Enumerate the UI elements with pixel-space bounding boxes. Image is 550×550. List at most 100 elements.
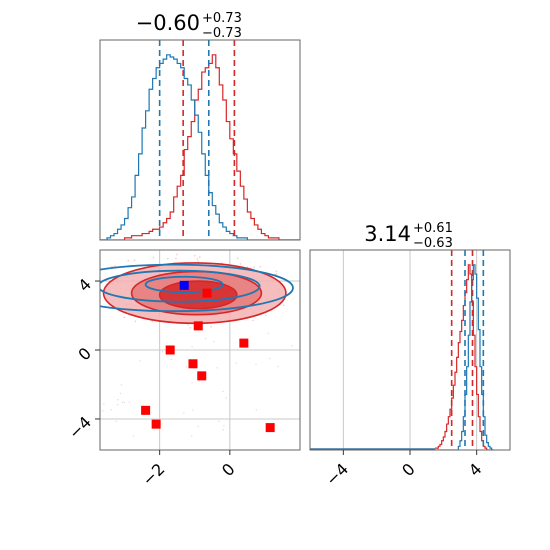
scatter-sample-point-faint: [183, 412, 185, 414]
scatter-sample-point: [166, 257, 169, 260]
hist-2-xtick-label-1: 0: [398, 459, 419, 480]
scatter-sample-point-faint: [116, 403, 119, 406]
hist-2-series-red: [435, 264, 494, 450]
scatter-sample-point-faint: [198, 380, 201, 382]
scatter-ytick-label-1: 0: [74, 344, 95, 365]
blue-contour-0: [100, 263, 294, 313]
hist-2-title-sub: −0.63: [413, 236, 453, 251]
scatter-sample-point: [90, 300, 92, 302]
red-contour-2: [158, 280, 238, 310]
hist-1-title-sub: −0.73: [202, 26, 242, 41]
scatter-sample-point: [264, 314, 267, 317]
scatter-sample-point-faint: [159, 337, 161, 339]
scatter-sample-point: [189, 327, 191, 329]
scatter-sample-point-faint: [218, 420, 220, 423]
scatter-sample-point: [199, 256, 201, 258]
red-marker-1: [193, 321, 203, 331]
scatter-content: [86, 253, 294, 437]
blue-marker-0: [179, 280, 189, 290]
scatter-sample-point-faint: [255, 363, 257, 366]
red-marker-7: [151, 419, 161, 429]
scatter-sample-point: [152, 256, 155, 259]
scatter-sample-point: [210, 325, 212, 328]
scatter-sample-point: [175, 257, 177, 260]
scatter-ytick-label-2: −4: [65, 413, 95, 443]
scatter-sample-point-faint: [120, 384, 123, 386]
scatter-sample-point: [196, 258, 199, 260]
scatter-sample-point: [275, 273, 278, 275]
scatter-sample-point: [114, 265, 116, 267]
scatter-sample-point: [259, 265, 262, 268]
scatter-sample-point: [92, 281, 94, 283]
scatter-sample-point-faint: [170, 358, 173, 361]
scatter-sample-point: [197, 260, 200, 263]
scatter-sample-point-faint: [128, 401, 131, 403]
scatter-sample-point-faint: [123, 401, 126, 404]
scatter-sample-point: [98, 278, 100, 280]
scatter-sample-point-faint: [121, 401, 124, 403]
hist-2-grid: [342, 250, 478, 450]
scatter-sample-point: [237, 257, 239, 260]
blue-contour-2: [144, 275, 224, 294]
blue-contour-1: [100, 269, 261, 303]
scatter-sample-point-faint: [191, 345, 193, 348]
hist-2-series-blue: [435, 264, 494, 450]
scatter-sample-point: [252, 319, 254, 322]
red-marker-2: [165, 345, 175, 355]
scatter-sample-point: [134, 320, 137, 323]
scatter-sample-point-faint: [216, 367, 218, 369]
scatter-panel: −2 0 4 0 −4: [65, 249, 301, 490]
red-marker-3: [239, 338, 249, 348]
scatter-sample-point: [187, 324, 189, 326]
red-marker-6: [141, 405, 151, 415]
scatter-sample-point-faint: [235, 362, 238, 364]
scatter-sample-point: [275, 270, 278, 273]
scatter-sample-point-faint: [117, 399, 119, 401]
hist-panel-1: −0.60 +0.73 −0.73: [99, 11, 301, 241]
scatter-sample-point: [111, 265, 113, 268]
hist-1-content: [100, 40, 300, 240]
scatter-sample-point-faint: [192, 409, 194, 411]
scatter-sample-point: [86, 301, 88, 303]
scatter-sample-point: [94, 299, 96, 301]
scatter-sample-point-faint: [213, 340, 215, 343]
scatter-ytick-label-0: 4: [74, 275, 95, 296]
scatter-sample-point-faint: [267, 332, 270, 334]
scatter-sample-point-faint: [132, 435, 135, 437]
scatter-sample-point: [133, 259, 136, 262]
scatter-sample-point-faint: [161, 350, 164, 353]
hist-panel-2: 3.14 +0.61 −0.63 −4 0 4: [309, 221, 511, 490]
scatter-sample-point-faint: [191, 382, 193, 384]
scatter-sample-point-faint: [197, 425, 199, 428]
scatter-sample-point: [253, 266, 255, 269]
scatter-sample-point: [151, 320, 154, 323]
scatter-sample-point: [193, 255, 196, 257]
hist-2-title-main: 3.14: [364, 222, 411, 246]
scatter-sample-point-faint: [223, 425, 225, 427]
red-marker-8: [265, 423, 275, 433]
hist-1-series-red: [100, 54, 300, 240]
scatter-sample-point-faint: [291, 345, 293, 347]
scatter-sample-point-faint: [222, 428, 224, 431]
hist-1-title-sup: +0.73: [202, 11, 242, 26]
red-marker-4: [188, 359, 198, 369]
hist-2-title: 3.14: [364, 222, 411, 246]
hist-1-frame: [99, 39, 301, 241]
scatter-sample-point: [239, 263, 242, 265]
scatter-sample-point-faint: [222, 390, 224, 393]
scatter-sample-point-faint: [139, 360, 141, 362]
hist-1-series-blue: [100, 54, 300, 240]
hist-2-content: [310, 250, 494, 450]
hist-2-title-sup: +0.61: [413, 221, 453, 236]
red-marker-0: [202, 288, 212, 298]
scatter-xtick-label-0: −2: [138, 459, 168, 489]
scatter-sample-point: [127, 259, 130, 262]
scatter-sample-point-faint: [101, 410, 104, 412]
hist-1-title: −0.60: [136, 11, 200, 35]
scatter-sample-point-faint: [110, 408, 113, 411]
scatter-xtick-label-1: 0: [218, 459, 239, 480]
scatter-sample-point-faint: [255, 409, 257, 411]
scatter-sample-point-faint: [191, 435, 193, 437]
scatter-sample-point-faint: [204, 337, 207, 340]
